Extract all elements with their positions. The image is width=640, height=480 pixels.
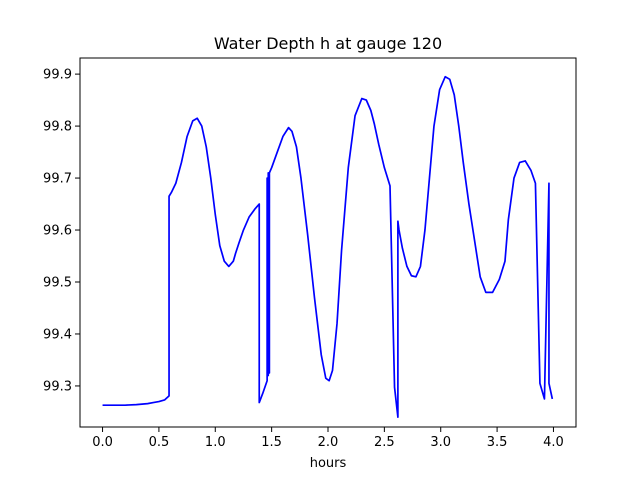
y-tick-label: 99.9 xyxy=(43,68,72,83)
x-tick-label: 3.0 xyxy=(430,435,451,450)
tick-layer: 0.0 0.5 1.0 1.5 2.0 2.5 3.0 3.5 4.0 99.3 99.4 99.5 9… xyxy=(43,68,564,450)
y-tick-label: 99.7 xyxy=(43,172,72,187)
y-tick-label: 99.5 xyxy=(43,275,72,290)
x-tick-label: 1.5 xyxy=(261,435,282,450)
x-tick-label: 0.0 xyxy=(92,435,113,450)
x-tick-label: 0.5 xyxy=(149,435,170,450)
series-line-1 xyxy=(102,75,554,418)
x-axis-label: hours xyxy=(310,456,347,471)
x-tick-label: 1.0 xyxy=(205,435,226,450)
series-layer xyxy=(102,75,554,418)
x-tick-label: 4.0 xyxy=(543,435,564,450)
x-tick-label: 2.0 xyxy=(318,435,339,450)
y-tick-label: 99.8 xyxy=(43,120,72,135)
y-tick-label: 99.4 xyxy=(43,327,72,342)
x-tick-label: 3.5 xyxy=(487,435,508,450)
plot-frame xyxy=(79,57,577,428)
y-tick-label: 99.3 xyxy=(43,379,72,394)
y-tick-label: 99.6 xyxy=(43,224,72,239)
plot-area xyxy=(80,58,576,427)
chart-title: Water Depth h at gauge 120 xyxy=(214,34,442,53)
x-tick-label: 2.5 xyxy=(374,435,395,450)
